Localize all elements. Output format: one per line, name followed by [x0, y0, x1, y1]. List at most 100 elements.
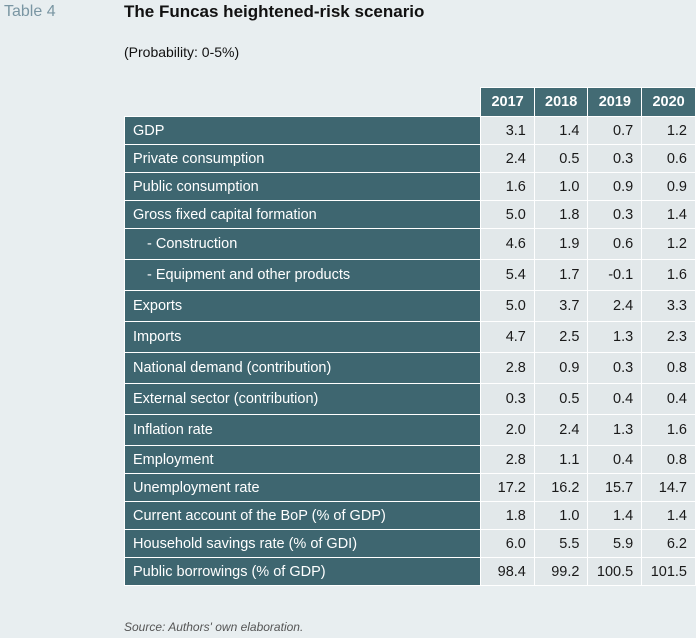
source-note: Source: Authors' own elaboration.	[124, 620, 304, 634]
row-label: National demand (contribution)	[123, 352, 482, 384]
table-row: Public consumption 1.6 1.0 0.9 0.9	[123, 172, 696, 201]
table-row: Household savings rate (% of GDI) 6.0 5.5 5…	[123, 529, 696, 558]
row-label: Current account of the BoP (% of GDP)	[123, 501, 482, 530]
table-row: Imports 4.7 2.5 1.3 2.3	[123, 321, 696, 353]
cell-value: 0.9	[587, 172, 643, 201]
cell-value: 0.9	[641, 172, 696, 201]
cell-value: 0.4	[641, 383, 696, 415]
table-row: Gross fixed capital formation 5.0 1.8 0.3 1.…	[123, 200, 696, 229]
cell-value: 98.4	[480, 557, 535, 586]
cell-value: 0.8	[641, 352, 696, 384]
cell-value: 4.7	[480, 321, 535, 353]
column-header: 2020	[641, 87, 696, 117]
table-row: Employment 2.8 1.1 0.4 0.8	[123, 445, 696, 474]
table-row: Private consumption 2.4 0.5 0.3 0.6	[123, 144, 696, 173]
cell-value: 5.5	[533, 529, 589, 558]
cell-value: 1.4	[533, 116, 589, 145]
cell-value: 3.1	[480, 116, 535, 145]
cell-value: 1.8	[480, 501, 535, 530]
cell-value: 1.7	[533, 259, 589, 291]
cell-value: 1.2	[641, 116, 696, 145]
row-label: Household savings rate (% of GDI)	[123, 529, 482, 558]
cell-value: 0.3	[587, 144, 643, 173]
cell-value: 0.5	[533, 144, 589, 173]
cell-value: 1.4	[587, 501, 643, 530]
cell-value: 0.3	[587, 352, 643, 384]
cell-value: 16.2	[533, 473, 589, 502]
table-number-label: Table 4	[4, 3, 56, 20]
column-header: 2019	[587, 87, 643, 117]
cell-value: 1.3	[587, 321, 643, 353]
cell-value: 0.4	[587, 383, 643, 415]
column-header: 2017	[480, 87, 535, 117]
cell-value: 5.9	[587, 529, 643, 558]
cell-value: 1.0	[533, 501, 589, 530]
table-row: GDP 3.1 1.4 0.7 1.2	[123, 116, 696, 145]
cell-value: 17.2	[480, 473, 535, 502]
cell-value: 6.0	[480, 529, 535, 558]
cell-value: -0.1	[587, 259, 643, 291]
table-row: Public borrowings (% of GDP) 98.4 99.2 100.…	[123, 557, 696, 586]
header-corner	[125, 88, 481, 117]
table-title: The Funcas heightened-risk scenario	[124, 2, 425, 21]
cell-value: 0.8	[641, 445, 696, 474]
cell-value: 1.1	[533, 445, 589, 474]
cell-value: 2.4	[533, 414, 589, 446]
cell-value: 0.4	[587, 445, 643, 474]
row-label: Public consumption	[123, 172, 482, 201]
row-label: Unemployment rate	[123, 473, 482, 502]
cell-value: 1.2	[641, 228, 696, 260]
cell-value: 3.7	[533, 290, 589, 322]
cell-value: 0.9	[533, 352, 589, 384]
cell-value: 1.3	[587, 414, 643, 446]
row-label: Private consumption	[123, 144, 482, 173]
cell-value: 2.0	[480, 414, 535, 446]
table-row: Unemployment rate 17.2 16.2 15.7 14.7	[123, 473, 696, 502]
header-row: 2017 2018 2019 2020	[125, 87, 696, 117]
cell-value: 4.6	[480, 228, 535, 260]
cell-value: 1.0	[533, 172, 589, 201]
row-label: Gross fixed capital formation	[123, 200, 482, 229]
cell-value: 1.6	[641, 414, 696, 446]
row-label: Inflation rate	[123, 414, 482, 446]
cell-value: 0.6	[587, 228, 643, 260]
row-label: - Equipment and other products	[123, 259, 482, 291]
cell-value: 2.3	[641, 321, 696, 353]
cell-value: 1.8	[533, 200, 589, 229]
table-row: External sector (contribution) 0.3 0.5 0.4 0…	[123, 383, 696, 415]
cell-value: 2.8	[480, 445, 535, 474]
cell-value: 2.4	[480, 144, 535, 173]
cell-value: 14.7	[641, 473, 696, 502]
cell-value: 5.0	[480, 290, 535, 322]
cell-value: 5.0	[480, 200, 535, 229]
cell-value: 1.4	[641, 501, 696, 530]
cell-value: 0.3	[480, 383, 535, 415]
row-label: Employment	[123, 445, 482, 474]
cell-value: 15.7	[587, 473, 643, 502]
cell-value: 101.5	[641, 557, 696, 586]
row-label: External sector (contribution)	[123, 383, 482, 415]
cell-value: 0.3	[587, 200, 643, 229]
cell-value: 1.4	[641, 200, 696, 229]
row-label: Imports	[123, 321, 482, 353]
table-row: National demand (contribution) 2.8 0.9 0.3 0…	[123, 352, 696, 384]
table-row: - Construction 4.6 1.9 0.6 1.2	[123, 228, 696, 260]
cell-value: 99.2	[533, 557, 589, 586]
cell-value: 1.9	[533, 228, 589, 260]
cell-value: 2.8	[480, 352, 535, 384]
row-label: Public borrowings (% of GDP)	[123, 557, 482, 586]
table-row: - Equipment and other products 5.4 1.7 -0.1…	[123, 259, 696, 291]
table-body: GDP 3.1 1.4 0.7 1.2 Private consumption 2.4 0.5…	[123, 116, 696, 586]
table-row: Exports 5.0 3.7 2.4 3.3	[123, 290, 696, 322]
row-label: Exports	[123, 290, 482, 322]
table-row: Inflation rate 2.0 2.4 1.3 1.6	[123, 414, 696, 446]
cell-value: 5.4	[480, 259, 535, 291]
scenario-table: 2017 2018 2019 2020 GDP 3.1 1.4 0.7 1.2 Priva…	[123, 87, 696, 586]
cell-value: 1.6	[480, 172, 535, 201]
cell-value: 2.5	[533, 321, 589, 353]
row-label: GDP	[123, 116, 482, 145]
cell-value: 0.7	[587, 116, 643, 145]
table-row: Current account of the BoP (% of GDP) 1.8…	[123, 501, 696, 530]
row-label: - Construction	[123, 228, 482, 260]
cell-value: 100.5	[587, 557, 643, 586]
